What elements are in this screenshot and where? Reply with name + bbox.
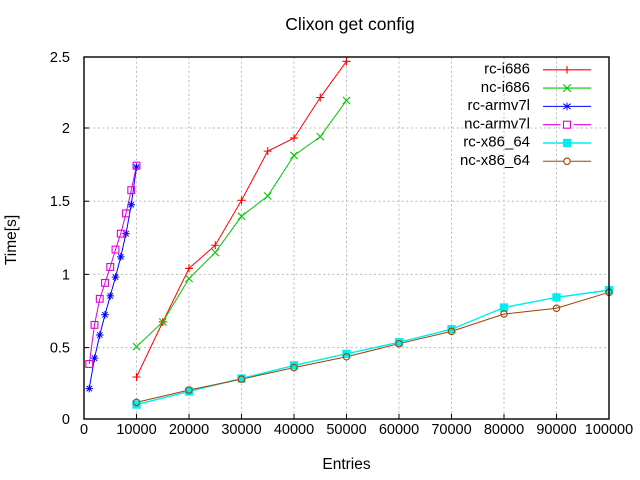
svg-text:30000: 30000 bbox=[221, 422, 261, 438]
svg-text:20000: 20000 bbox=[169, 422, 209, 438]
svg-text:1.5: 1.5 bbox=[50, 194, 70, 210]
svg-text:10000: 10000 bbox=[116, 422, 156, 438]
svg-text:rc-armv7l: rc-armv7l bbox=[468, 97, 531, 114]
svg-text:50000: 50000 bbox=[326, 422, 366, 438]
svg-text:0.5: 0.5 bbox=[50, 341, 70, 357]
svg-text:Entries: Entries bbox=[322, 456, 370, 473]
svg-text:40000: 40000 bbox=[274, 422, 314, 438]
svg-text:nc-armv7l: nc-armv7l bbox=[464, 115, 530, 132]
svg-text:70000: 70000 bbox=[431, 422, 471, 438]
svg-text:rc-x86_64: rc-x86_64 bbox=[463, 134, 530, 151]
svg-text:nc-x86_64: nc-x86_64 bbox=[460, 152, 530, 169]
svg-text:2: 2 bbox=[62, 121, 70, 137]
svg-text:90000: 90000 bbox=[536, 422, 576, 438]
svg-text:Time[s]: Time[s] bbox=[3, 215, 20, 265]
svg-text:60000: 60000 bbox=[379, 422, 419, 438]
svg-text:1: 1 bbox=[62, 267, 70, 283]
svg-text:Clixon get config: Clixon get config bbox=[285, 14, 414, 34]
svg-text:0: 0 bbox=[80, 422, 88, 438]
svg-text:80000: 80000 bbox=[484, 422, 524, 438]
svg-text:100000: 100000 bbox=[585, 422, 633, 438]
svg-text:2.5: 2.5 bbox=[50, 50, 70, 66]
svg-text:0: 0 bbox=[62, 412, 70, 428]
svg-text:nc-i686: nc-i686 bbox=[481, 79, 530, 96]
svg-text:rc-i686: rc-i686 bbox=[484, 61, 530, 78]
